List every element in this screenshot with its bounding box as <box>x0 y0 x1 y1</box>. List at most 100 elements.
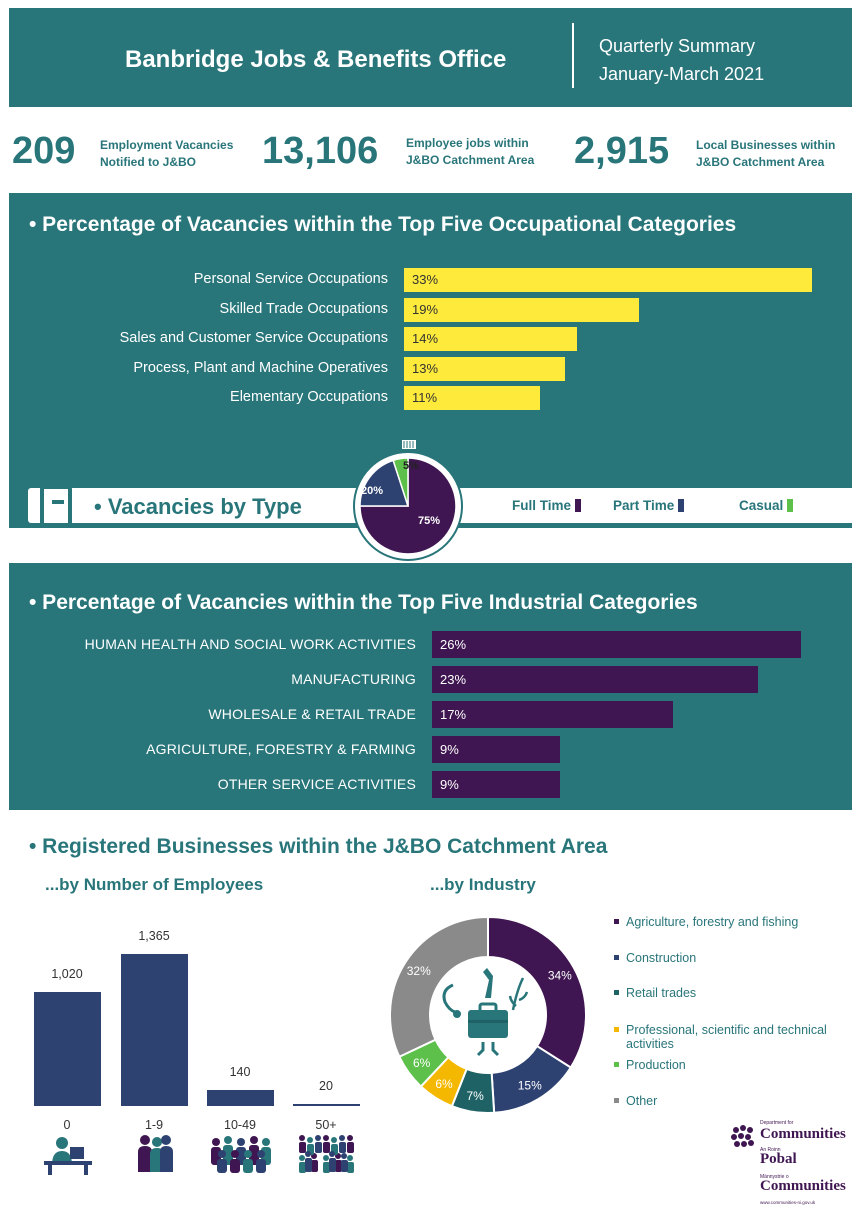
industry-legend-label: Other <box>626 1094 658 1108</box>
industry-donut-slice <box>487 915 587 1069</box>
industrial-title: • Percentage of Vacancies within the Top… <box>29 591 698 614</box>
occupational-category-label: Personal Service Occupations <box>193 271 388 287</box>
occupational-category-label: Process, Plant and Machine Operatives <box>133 359 388 376</box>
industrial-category-label: MANUFACTURING <box>291 671 416 687</box>
industrial-bar: 23% <box>432 666 759 693</box>
industrial-category-label: HUMAN HEALTH AND SOCIAL WORK ACTIVITIES <box>84 636 416 652</box>
employees-bar-value: 20 <box>319 1078 333 1093</box>
legend-parttime: Part Time <box>613 498 685 513</box>
stat-jobs-value: 13,106 <box>262 130 379 172</box>
industrial-bar: 17% <box>432 701 674 728</box>
industry-donut-chart: 34% 15% 7% 6% 6% 32% <box>389 915 587 1114</box>
person-at-desk-icon <box>44 1137 92 1175</box>
vacancy-type-slice <box>392 457 409 507</box>
small-group-icon <box>138 1135 173 1172</box>
industrial-bar-value: 9% <box>440 777 459 792</box>
industry-legend-label: Production <box>626 1058 686 1072</box>
industrial-bar-value: 26% <box>440 637 467 652</box>
occupational-bar: 19% <box>404 297 639 322</box>
industry-legend-item: Retail trades <box>614 986 844 1000</box>
employees-bar <box>293 1103 360 1106</box>
occupational-category-label: Elementary Occupations <box>230 389 388 405</box>
industrial-bar-value: 9% <box>440 742 459 757</box>
employees-bar <box>207 1090 274 1106</box>
occupational-title: • Percentage of Vacancies within the Top… <box>29 213 737 236</box>
industrial-category-label: OTHER SERVICE ACTIVITIES <box>217 776 416 792</box>
occupational-bar: 13% <box>404 356 565 381</box>
stat-vacancies-value: 209 <box>12 130 76 172</box>
vacancies-type-watch: 75% 20% 5% <box>353 440 463 561</box>
clip-icon <box>40 485 72 527</box>
industry-donut-slice <box>389 915 489 1059</box>
header-subtitle-2: January-March 2021 <box>599 64 765 84</box>
occupational-bar: 11% <box>404 386 540 410</box>
occupational-bar: 33% <box>404 268 812 292</box>
employees-category-label: 50+ <box>315 1118 337 1132</box>
employees-bar-value: 140 <box>229 1065 251 1080</box>
industrial-bar: 26% <box>432 631 801 658</box>
header-banner: Banbridge Jobs & Benefits Office Quarter… <box>9 8 852 107</box>
employees-bar <box>121 954 188 1106</box>
employees-bar <box>34 992 101 1106</box>
header-subtitle-1: Quarterly Summary <box>599 36 756 56</box>
vacancies-type-title: • Vacancies by Type <box>94 494 302 519</box>
large-group-icon <box>299 1135 354 1173</box>
industry-legend-swatch <box>614 1027 619 1032</box>
stat-businesses-label-line2: J&BO Catchment Area <box>696 155 825 169</box>
dfc-logo-line6: Communities <box>760 1178 846 1194</box>
industry-legend-swatch <box>614 1062 619 1067</box>
stat-businesses-label-line1: Local Businesses within <box>696 138 836 152</box>
stat-vacancies-label-line1: Employment Vacancies <box>100 138 234 152</box>
industry-legend-item: Production <box>614 1058 844 1072</box>
page-title: Banbridge Jobs & Benefits Office <box>125 46 507 73</box>
industry-legend-swatch <box>614 955 619 960</box>
occupational-bar-value: 14% <box>412 331 439 346</box>
occupational-bar-value: 19% <box>412 301 439 317</box>
employees-category-label: 1-9 <box>144 1118 164 1132</box>
occupational-bar: 14% <box>404 327 578 351</box>
industry-center-icon <box>442 968 529 1057</box>
occupational-category-label: Sales and Customer Service Occupations <box>119 330 388 346</box>
vacancy-type-slice <box>359 459 410 507</box>
industry-legend-label: Retail trades <box>626 986 697 1000</box>
stat-jobs-label: Employee jobs within J&BO Catchment Area <box>406 135 534 169</box>
industry-legend-label: Construction <box>626 951 697 965</box>
industrial-bar-value: 23% <box>440 672 467 687</box>
industry-legend-item: Other <box>614 1094 844 1108</box>
occupational-category-label: Skilled Trade Occupations <box>219 300 388 317</box>
employees-bar-value: 1,365 <box>138 929 170 943</box>
stat-jobs-label-line1: Employee jobs within <box>406 136 529 150</box>
dfc-logo-line4: Pobal <box>760 1151 797 1167</box>
industry-legend-item: Professional, scientific and technical a… <box>614 1023 844 1051</box>
vacancy-type-slice-label: 20% <box>361 485 383 497</box>
registered-businesses-title: • Registered Businesses within the J&BO … <box>29 835 608 858</box>
industrial-bar-value: 17% <box>440 707 467 722</box>
header-divider <box>572 23 574 88</box>
industrial-panel: • Percentage of Vacancies within the Top… <box>9 563 852 810</box>
industry-donut-label: 15% <box>518 1079 542 1093</box>
dfc-logo-line1: Department for <box>760 1120 794 1126</box>
employees-category-label: 10-49 <box>224 1118 256 1132</box>
industry-donut-label: 7% <box>467 1089 485 1103</box>
dfc-logo-mark <box>731 1125 754 1147</box>
industry-donut-label: 6% <box>435 1077 453 1091</box>
occupational-bar-value: 33% <box>412 272 439 287</box>
occupational-panel: • Percentage of Vacancies within the Top… <box>9 193 852 483</box>
stat-jobs-label-line2: J&BO Catchment Area <box>406 153 535 167</box>
industry-subtitle: ...by Industry <box>430 875 536 894</box>
employees-category-label: 0 <box>63 1118 71 1132</box>
industrial-bar: 9% <box>432 736 560 763</box>
legend-fulltime: Full Time <box>512 498 581 513</box>
dfc-logo-line2: Communities <box>760 1126 846 1142</box>
industry-legend-item: Construction <box>614 951 844 965</box>
dfc-logo-line3: An Roinn <box>760 1147 781 1153</box>
industrial-bar: 9% <box>432 771 560 798</box>
stat-vacancies-label-line2: Notified to J&BO <box>100 155 196 169</box>
industry-legend-label: Agriculture, forestry and fishing <box>626 915 799 929</box>
legend-casual: Casual <box>739 498 794 513</box>
stat-businesses-value: 2,915 <box>574 130 670 172</box>
industry-donut-label: 34% <box>548 968 572 982</box>
vacancy-type-slice <box>359 457 457 555</box>
industry-legend-label: Professional, scientific and technical a… <box>626 1023 827 1051</box>
industry-legend-item: Agriculture, forestry and fishing <box>614 915 844 929</box>
